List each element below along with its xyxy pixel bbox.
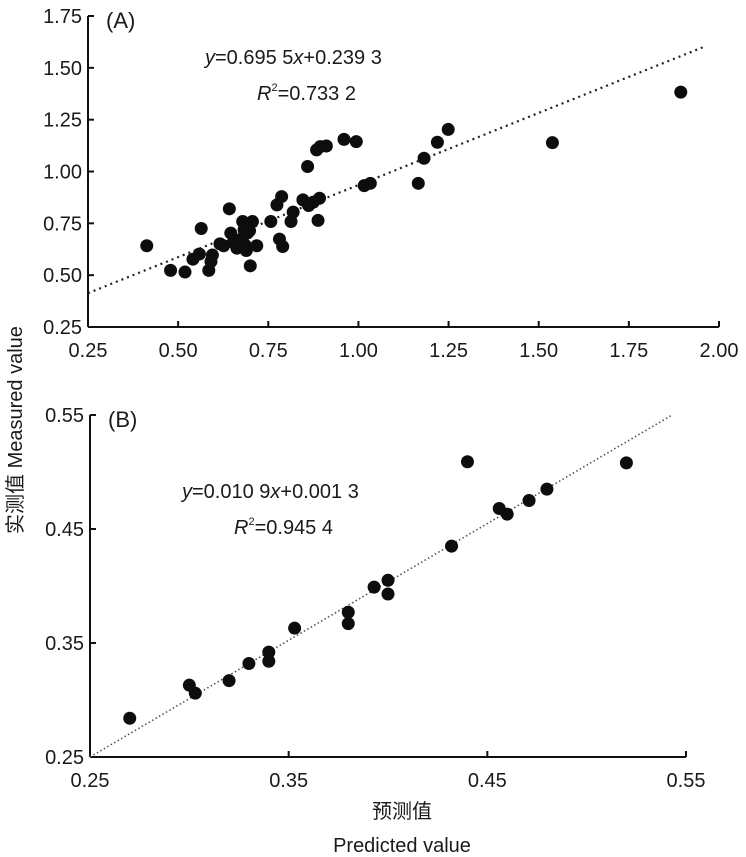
- y-tick-label: 0.75: [43, 213, 82, 235]
- y-tick-label: 0.35: [45, 633, 84, 655]
- data-point: [363, 176, 377, 190]
- data-point: [381, 587, 395, 601]
- data-point: [178, 265, 192, 279]
- data-point: [441, 122, 455, 136]
- data-point: [205, 248, 219, 262]
- panel-label: (B): [108, 407, 137, 432]
- x-tick-label: 0.45: [468, 770, 507, 792]
- regression-equation: y=0.010 9x+0.001 3: [180, 481, 359, 503]
- data-point: [123, 711, 137, 725]
- y-tick-label: 1.00: [43, 162, 82, 184]
- data-point: [140, 239, 154, 253]
- x-axis-label-cn: 预测值: [372, 800, 432, 823]
- panel-label: (A): [106, 8, 135, 33]
- y-tick-label: 0.45: [45, 519, 84, 541]
- x-tick-label: 1.50: [519, 340, 558, 362]
- data-point: [243, 259, 257, 273]
- data-point: [222, 202, 236, 216]
- data-point: [242, 657, 256, 671]
- x-tick-label: 0.75: [249, 340, 288, 362]
- x-tick-label: 2.00: [700, 340, 739, 362]
- x-tick-label: 0.25: [71, 770, 110, 792]
- data-point: [341, 605, 355, 619]
- data-point: [192, 247, 206, 261]
- data-point: [319, 139, 333, 153]
- data-point: [381, 573, 395, 587]
- y-tick-label: 0.25: [43, 317, 82, 339]
- data-point: [194, 222, 208, 236]
- panel-b: 0.25 0.35 0.45 0.55 0.25 0.35 0.45 0.55 (B) y=0.0…: [45, 405, 705, 792]
- data-point: [349, 135, 363, 149]
- data-point: [460, 455, 474, 469]
- x-tick-label: 0.35: [269, 770, 308, 792]
- data-point: [430, 135, 444, 149]
- data-point: [245, 214, 259, 228]
- data-point: [312, 191, 326, 205]
- data-point: [286, 205, 300, 219]
- x-tick-label: 1.25: [429, 340, 468, 362]
- data-point: [411, 176, 425, 190]
- data-point: [500, 507, 514, 521]
- data-point: [367, 580, 381, 594]
- data-point: [276, 240, 290, 254]
- x-tick-label: 1.75: [609, 340, 648, 362]
- data-point: [417, 151, 431, 165]
- data-point: [222, 674, 236, 688]
- trend-line: [87, 45, 705, 295]
- y-axis-label: 实测值 Measured value: [4, 326, 27, 534]
- x-axis-label-en: Predicted value: [333, 835, 471, 857]
- y-tick-label: 0.25: [45, 747, 84, 769]
- data-point: [264, 214, 278, 228]
- data-point: [188, 686, 202, 700]
- data-point: [239, 243, 253, 257]
- regression-equation: y=0.695 5x+0.239 3: [203, 47, 382, 69]
- x-tick-label: 0.25: [69, 340, 108, 362]
- x-tick-label: 0.50: [159, 340, 198, 362]
- data-point: [262, 654, 276, 668]
- data-point: [445, 539, 459, 553]
- data-point: [288, 621, 302, 635]
- y-tick-label: 1.25: [43, 110, 82, 132]
- data-point: [341, 617, 355, 631]
- y-tick-label: 1.50: [43, 58, 82, 80]
- data-point: [311, 213, 325, 227]
- data-point: [540, 482, 554, 496]
- data-point: [301, 160, 315, 174]
- y-tick-label: 1.75: [43, 6, 82, 28]
- r-squared: R2=0.733 2: [257, 82, 356, 105]
- trend-line: [89, 414, 673, 758]
- data-point: [164, 263, 178, 277]
- data-point: [275, 190, 289, 204]
- x-tick-label: 1.00: [339, 340, 378, 362]
- data-point: [619, 456, 633, 470]
- data-point: [545, 136, 559, 150]
- r-squared: R2=0.945 4: [234, 516, 333, 539]
- data-point: [674, 85, 688, 99]
- panel-a: 0.25 0.50 0.75 1.00 1.25 1.50 1.75 2.00 0.25 0.50…: [43, 6, 738, 362]
- data-point: [522, 494, 536, 507]
- y-tick-label: 0.50: [43, 265, 82, 287]
- data-point: [250, 239, 264, 253]
- x-tick-label: 0.55: [667, 770, 706, 792]
- data-point: [337, 132, 351, 146]
- y-tick-label: 0.55: [45, 405, 84, 427]
- data-point: [262, 645, 276, 659]
